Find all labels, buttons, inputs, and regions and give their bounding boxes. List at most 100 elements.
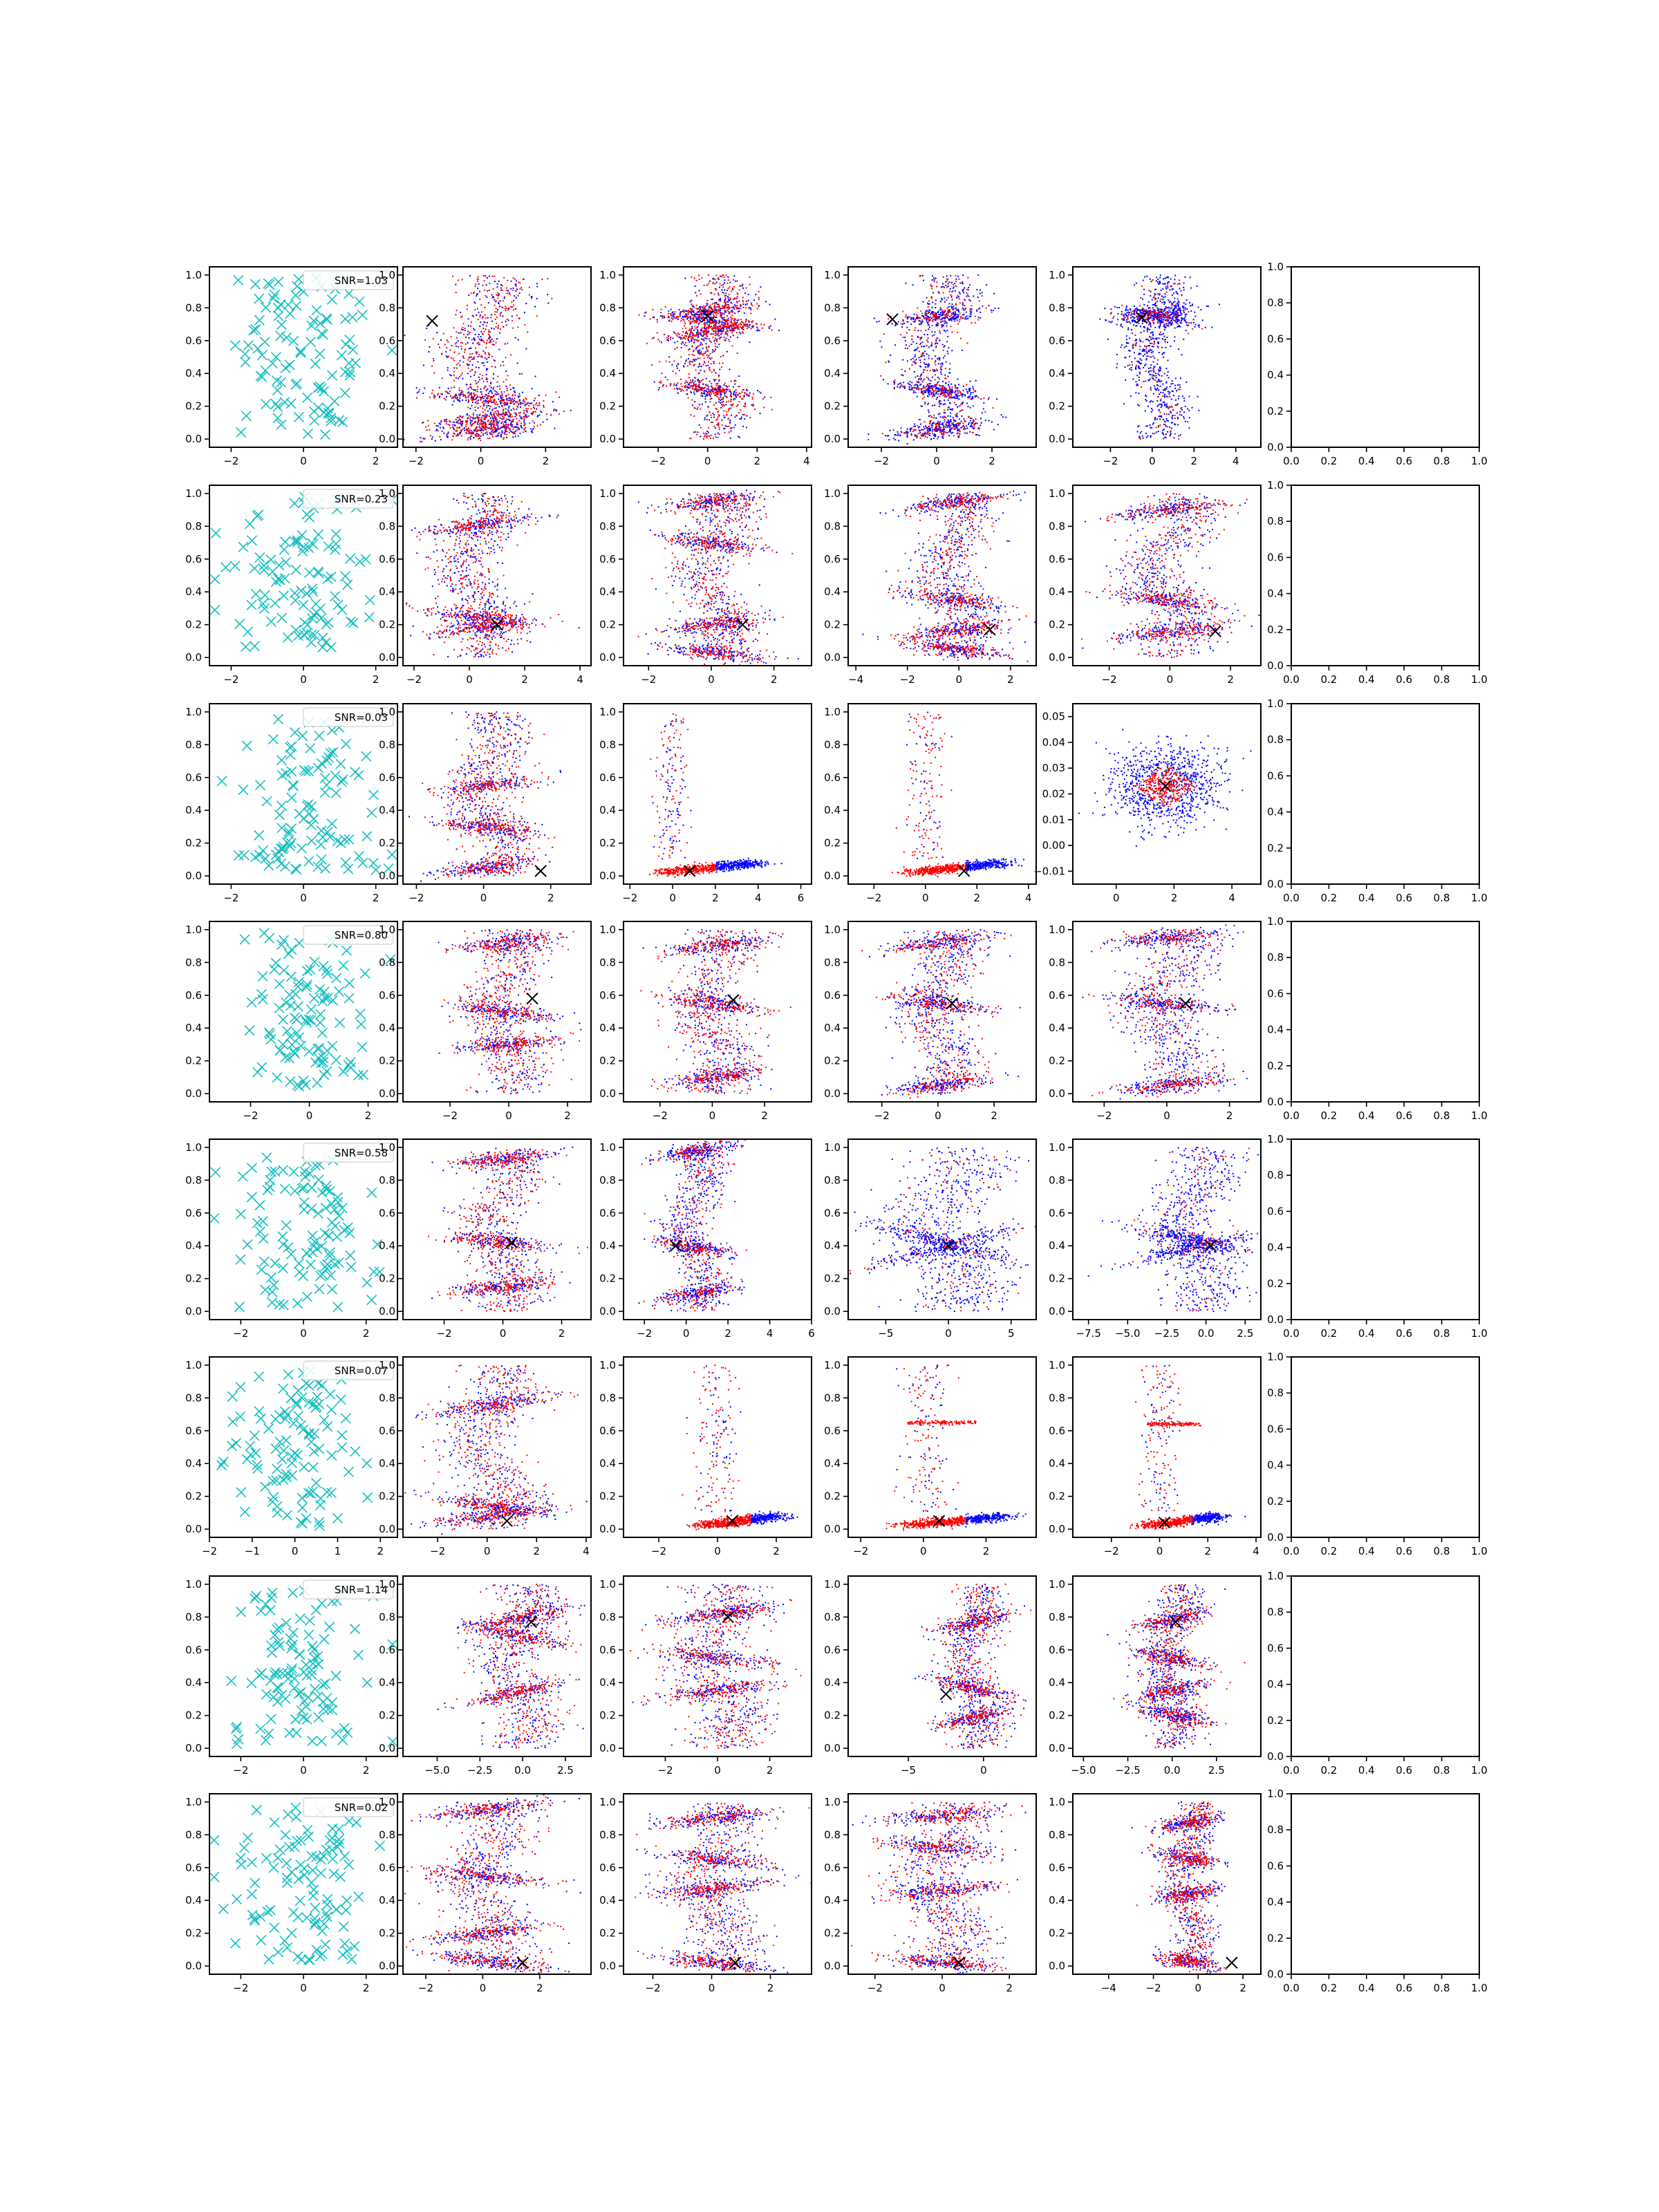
red-point: [465, 429, 467, 431]
red-point: [950, 393, 951, 395]
data-point: [260, 302, 272, 313]
red-point: [525, 409, 527, 411]
blue-point: [459, 397, 461, 399]
blue-point: [720, 402, 722, 404]
red-point: [458, 387, 460, 389]
red-point: [665, 360, 667, 362]
blue-point: [922, 301, 924, 303]
blue-point: [747, 294, 749, 295]
red-point: [501, 289, 503, 291]
red-point: [459, 418, 460, 420]
red-point: [731, 326, 733, 328]
blue-point: [1116, 366, 1118, 368]
red-point: [937, 423, 939, 425]
red-point: [734, 398, 736, 400]
red-point: [718, 326, 720, 328]
red-point: [519, 282, 521, 284]
red-point: [683, 309, 685, 311]
blue-point: [505, 395, 507, 397]
blue-point: [954, 312, 956, 315]
red-point: [471, 417, 474, 419]
red-point: [512, 304, 514, 306]
red-point: [496, 294, 497, 296]
red-point: [948, 397, 950, 399]
red-point: [513, 403, 515, 405]
data-point: [241, 410, 252, 422]
blue-point: [973, 419, 975, 421]
red-point: [711, 382, 713, 384]
red-point: [940, 431, 942, 433]
red-point: [726, 386, 728, 388]
blue-point: [898, 440, 900, 442]
red-point: [718, 427, 720, 429]
blue-point: [457, 340, 459, 342]
red-point: [918, 323, 920, 325]
red-point: [474, 285, 476, 288]
red-point: [468, 429, 470, 431]
blue-point: [504, 343, 506, 345]
blue-point: [431, 438, 433, 440]
blue-point: [937, 322, 939, 324]
red-point: [695, 348, 697, 350]
blue-point: [956, 413, 958, 415]
blue-point: [653, 381, 655, 383]
blue-point: [1172, 383, 1174, 384]
red-point: [482, 427, 484, 429]
blue-point: [488, 357, 490, 359]
blue-point: [704, 401, 706, 403]
red-point: [494, 314, 496, 316]
blue-point: [512, 420, 514, 422]
data-point: [280, 362, 291, 373]
blue-point: [742, 388, 744, 391]
red-point: [531, 402, 533, 404]
red-point: [441, 377, 443, 379]
blue-point: [713, 369, 715, 371]
data-point: [302, 392, 313, 403]
red-point: [507, 309, 509, 311]
red-point: [724, 382, 726, 384]
blue-point: [716, 346, 718, 348]
blue-point: [695, 390, 697, 392]
blue-point: [489, 391, 491, 393]
red-point: [753, 393, 754, 395]
blue-point: [675, 317, 677, 319]
blue-point: [722, 355, 724, 357]
red-point: [735, 415, 738, 417]
blue-point: [469, 274, 471, 276]
red-point: [713, 311, 715, 313]
red-point: [512, 415, 514, 418]
blue-point: [962, 308, 964, 309]
blue-point: [724, 299, 726, 301]
blue-point: [700, 366, 702, 367]
red-point: [509, 402, 512, 404]
blue-point: [934, 343, 936, 345]
blue-point: [1156, 319, 1159, 320]
red-point: [460, 316, 462, 318]
blue-point: [944, 392, 946, 394]
blue-point: [923, 316, 925, 318]
blue-point: [948, 386, 950, 388]
blue-point: [715, 308, 718, 310]
red-point: [881, 433, 883, 435]
blue-point: [500, 396, 503, 398]
blue-point: [514, 435, 516, 438]
blue-point: [459, 415, 461, 417]
red-point: [481, 332, 483, 335]
red-point: [673, 317, 675, 319]
red-point: [911, 388, 912, 390]
blue-point: [706, 419, 708, 421]
blue-point: [732, 386, 734, 388]
blue-point: [969, 431, 971, 433]
red-point: [660, 308, 662, 310]
red-point: [503, 411, 504, 413]
red-point: [474, 356, 475, 358]
red-point: [460, 433, 461, 435]
blue-point: [451, 404, 453, 406]
red-point: [684, 386, 686, 388]
data-point: [319, 407, 330, 418]
blue-point: [518, 373, 521, 375]
blue-point: [699, 349, 701, 351]
blue-point: [492, 418, 494, 420]
red-point: [937, 317, 939, 319]
blue-point: [473, 392, 475, 394]
